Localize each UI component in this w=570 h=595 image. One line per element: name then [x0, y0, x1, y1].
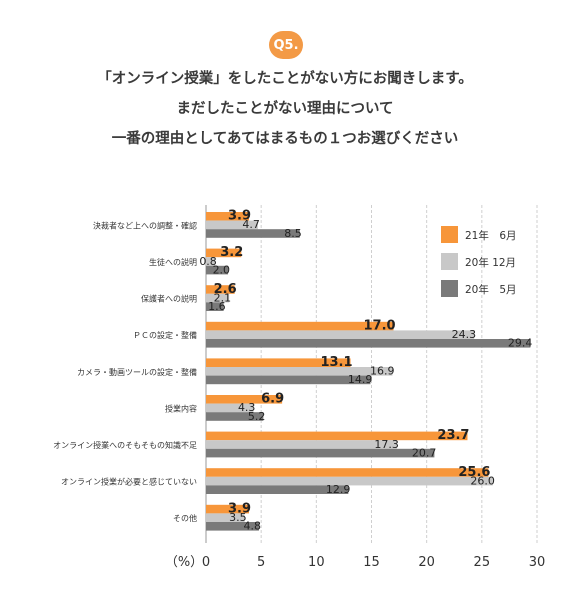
category-label: 保護者への説明 — [141, 294, 197, 304]
bar — [206, 257, 215, 266]
title-line-3: 一番の理由としてあてはまるもの１つお選びください — [111, 131, 459, 147]
bar — [206, 293, 230, 303]
bar — [206, 522, 259, 531]
legend-swatch — [441, 280, 458, 297]
bar — [206, 330, 475, 339]
value-label: 5.2 — [248, 410, 266, 423]
legend-label: 20年 5月 — [465, 283, 517, 296]
bar — [206, 440, 397, 449]
x-unit-label: （%） — [165, 555, 203, 570]
bar — [206, 476, 493, 486]
question-badge: Q5. — [269, 31, 303, 59]
legend-swatch — [441, 226, 458, 243]
bar — [206, 403, 254, 413]
value-label: 3.9 — [228, 501, 251, 516]
bar — [206, 504, 250, 514]
value-label: 4.8 — [243, 520, 261, 533]
value-label: 8.5 — [284, 227, 302, 240]
bar — [206, 485, 349, 494]
category-label: 決裁者など上への調整・確認 — [93, 220, 197, 230]
bar — [206, 431, 468, 441]
category-label: 生徒への説明 — [149, 257, 197, 267]
legend-label: 21年 6月 — [465, 229, 517, 242]
bar — [206, 375, 371, 385]
value-label: 12.9 — [326, 483, 351, 496]
category-label: オンライン授業へのそもそもの知識不足 — [53, 440, 197, 450]
bar — [206, 248, 242, 258]
category-label: カメラ・動画ツールの設定・整備 — [77, 367, 197, 377]
bar — [206, 358, 351, 367]
bar — [206, 513, 245, 522]
legend-swatch — [441, 253, 458, 270]
value-label: 0.8 — [199, 255, 217, 268]
legend-label: 20年 12月 — [465, 256, 516, 269]
bar — [206, 220, 258, 230]
x-tick-label: 20 — [418, 555, 435, 570]
x-tick-label: 25 — [474, 555, 491, 570]
value-label: 17.0 — [363, 318, 395, 333]
value-label: 3.9 — [228, 209, 251, 224]
value-label: 13.1 — [320, 355, 352, 370]
value-label: 3.5 — [229, 511, 247, 524]
value-label: 23.7 — [437, 428, 469, 443]
value-label: 2.6 — [214, 282, 237, 297]
bar — [206, 468, 489, 477]
x-tick-label: 10 — [308, 555, 325, 570]
category-label: その他 — [173, 513, 197, 523]
bar — [206, 321, 394, 331]
value-label: 4.7 — [242, 218, 260, 231]
bar — [206, 229, 300, 238]
category-label: ＰＣの設定・整備 — [133, 330, 197, 340]
category-label: オンライン授業が必要と感じていない — [61, 477, 197, 487]
bar — [206, 395, 283, 404]
bar — [206, 367, 393, 376]
x-tick-label: 30 — [529, 555, 546, 570]
value-label: 1.6 — [208, 300, 226, 313]
title-line-2: まだしたことがない理由について — [176, 101, 394, 117]
value-label: 2.1 — [214, 291, 232, 304]
bar — [206, 212, 250, 221]
bar — [206, 412, 264, 421]
value-label: 25.6 — [458, 465, 490, 480]
title-line-1: 「オンライン授業」をしたことがない方にお聞きします。 — [97, 71, 473, 87]
value-label: 16.9 — [370, 365, 395, 378]
bar — [206, 285, 235, 294]
x-tick-label: 0 — [202, 555, 210, 570]
value-label: 2.0 — [213, 263, 231, 276]
value-label: 3.2 — [220, 245, 243, 260]
bar — [206, 339, 531, 348]
value-label: 29.4 — [508, 337, 533, 350]
bar — [206, 448, 435, 458]
value-label: 24.3 — [452, 328, 477, 341]
bar — [206, 302, 224, 311]
bar — [206, 265, 229, 275]
value-label: 20.7 — [412, 446, 437, 459]
value-label: 14.9 — [348, 373, 373, 386]
value-label: 17.3 — [374, 438, 399, 451]
x-tick-label: 5 — [257, 555, 265, 570]
value-label: 26.0 — [470, 474, 495, 487]
value-label: 4.3 — [238, 401, 256, 414]
x-tick-label: 15 — [363, 555, 380, 570]
category-label: 授業内容 — [165, 403, 197, 413]
value-label: 6.9 — [261, 392, 284, 407]
